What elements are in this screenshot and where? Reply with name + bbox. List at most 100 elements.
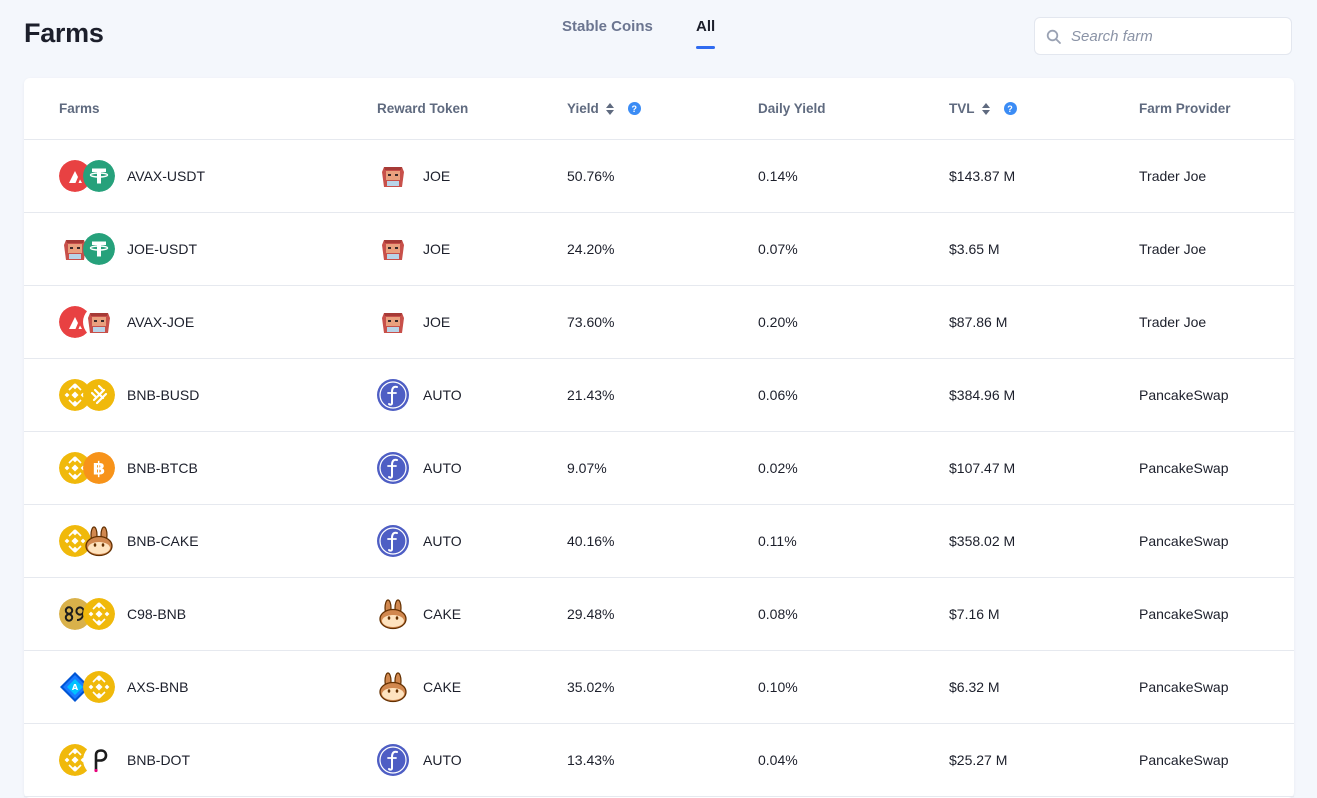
auto-icon — [377, 379, 409, 411]
auto-icon — [377, 744, 409, 776]
tvl-value: $107.47 M — [949, 460, 1016, 476]
table-row[interactable]: BNB-CAKE AUTO 40.16% 0.11% $358.02 M PancakeS… — [24, 505, 1294, 578]
pair-icons — [59, 378, 117, 412]
svg-text:A: A — [72, 683, 79, 692]
farm-pair-cell: AVAX-USDT — [59, 140, 205, 212]
reward-token-cell: CAKE — [377, 651, 461, 723]
farm-provider-value: PancakeSwap — [1139, 387, 1229, 403]
farm-pair-name: AVAX-JOE — [127, 314, 195, 330]
farm-provider-value: PancakeSwap — [1139, 752, 1229, 768]
daily-yield-value: 0.07% — [758, 241, 798, 257]
yield-value: 9.07% — [567, 460, 607, 476]
pair-icons — [59, 305, 117, 339]
farm-pair-cell: BNB-DOT — [59, 724, 190, 796]
cake-icon — [83, 525, 115, 557]
column-header-tvl[interactable]: TVL ? — [949, 101, 1017, 116]
farm-pair-name: C98-BNB — [127, 606, 187, 622]
joe-icon — [377, 306, 409, 338]
table-row[interactable]: JOE-USDT JOE 24.20% 0.07% $3.65 M Trader Joe — [24, 213, 1294, 286]
tvl-value: $7.16 M — [949, 606, 1000, 622]
reward-token-name: AUTO — [423, 387, 462, 403]
c98-icon — [59, 598, 91, 630]
yield-value: 50.76% — [567, 168, 615, 184]
farm-provider-value: PancakeSwap — [1139, 606, 1229, 622]
page-title: Farms — [24, 18, 104, 48]
yield-value: 21.43% — [567, 387, 615, 403]
pair-icons — [59, 159, 117, 193]
tvl-value: $25.27 M — [949, 752, 1008, 768]
column-header-farms: Farms — [59, 101, 100, 116]
farm-pair-name: BNB-DOT — [127, 752, 190, 768]
reward-token-cell: CAKE — [377, 578, 461, 650]
farm-pair-cell: AVAX-JOE — [59, 286, 194, 358]
tvl-value: $87.86 M — [949, 314, 1008, 330]
farm-pair-cell: A AXS-BNB — [59, 651, 188, 723]
tab-stable-coins[interactable]: Stable Coins — [562, 18, 653, 35]
column-header-reward-token: Reward Token — [377, 101, 469, 116]
reward-token-name: JOE — [423, 168, 451, 184]
pair-icons — [59, 597, 117, 631]
table-row[interactable]: BNB-DOT AUTO 13.43% 0.04% $25.27 M PancakeSwa… — [24, 724, 1294, 797]
auto-icon — [377, 525, 409, 557]
axs-icon: A — [59, 671, 91, 703]
help-icon[interactable]: ? — [1003, 102, 1017, 115]
search-box[interactable] — [1034, 17, 1292, 55]
daily-yield-value: 0.08% — [758, 606, 798, 622]
farms-table: Farms Reward Token Yield ? Daily Yield T… — [24, 78, 1294, 798]
tvl-value: $3.65 M — [949, 241, 1000, 257]
busd-icon — [83, 379, 115, 411]
daily-yield-value: 0.20% — [758, 314, 798, 330]
usdt-icon — [83, 160, 115, 192]
joe-icon — [377, 233, 409, 265]
farm-pair-name: BNB-BTCB — [127, 460, 198, 476]
table-row[interactable]: ฿ BNB-BTCB AUTO 9.07% 0.02% $107.47 M PancakeS… — [24, 432, 1294, 505]
reward-token-cell: AUTO — [377, 359, 462, 431]
bnb-icon — [59, 744, 91, 776]
reward-token-cell: AUTO — [377, 505, 462, 577]
btcb-icon: ฿ — [83, 452, 115, 484]
sort-icon[interactable] — [981, 102, 990, 115]
svg-text:฿: ฿ — [93, 459, 106, 480]
yield-value: 40.16% — [567, 533, 615, 549]
column-label-tvl: TVL — [949, 101, 975, 116]
search-icon — [1046, 29, 1061, 44]
tvl-value: $358.02 M — [949, 533, 1016, 549]
table-row[interactable]: AVAX-USDT JOE 50.76% 0.14% $143.87 M Trader J… — [24, 140, 1294, 213]
table-row[interactable]: AVAX-JOE JOE 73.60% 0.20% $87.86 M Trader Joe — [24, 286, 1294, 359]
reward-token-name: CAKE — [423, 606, 462, 622]
farm-provider-value: Trader Joe — [1139, 241, 1207, 257]
farm-pair-cell: ฿ BNB-BTCB — [59, 432, 198, 504]
column-header-yield[interactable]: Yield ? — [567, 101, 641, 116]
reward-token-name: AUTO — [423, 533, 462, 549]
reward-token-name: JOE — [423, 314, 451, 330]
reward-token-cell: JOE — [377, 286, 450, 358]
bnb-icon — [83, 598, 115, 630]
reward-token-name: AUTO — [423, 460, 462, 476]
avax-icon — [59, 160, 91, 192]
pair-icons — [59, 232, 117, 266]
reward-token-cell: JOE — [377, 140, 450, 212]
table-row[interactable]: A AXS-BNB CAKE 35.02% 0.10% $6.32 M PancakeSwa… — [24, 651, 1294, 724]
dot-icon — [83, 744, 115, 776]
yield-value: 35.02% — [567, 679, 615, 695]
table-row[interactable]: C98-BNB CAKE 29.48% 0.08% $7.16 M PancakeSwap — [24, 578, 1294, 651]
yield-value: 73.60% — [567, 314, 615, 330]
tvl-value: $143.87 M — [949, 168, 1016, 184]
tvl-value: $6.32 M — [949, 679, 1000, 695]
tab-all[interactable]: All — [696, 18, 716, 49]
column-header-farm-provider: Farm Provider — [1139, 101, 1231, 116]
farm-pair-cell: BNB-BUSD — [59, 359, 199, 431]
farm-provider-value: PancakeSwap — [1139, 533, 1229, 549]
help-icon[interactable]: ? — [627, 102, 641, 115]
pair-icons — [59, 524, 117, 558]
pair-icons: A — [59, 670, 117, 704]
sort-icon[interactable] — [605, 102, 614, 115]
reward-token-cell: JOE — [377, 213, 450, 285]
farm-pair-cell: JOE-USDT — [59, 213, 197, 285]
usdt-icon — [83, 233, 115, 265]
table-row[interactable]: BNB-BUSD AUTO 21.43% 0.06% $384.96 M PancakeS… — [24, 359, 1294, 432]
search-input[interactable] — [1071, 18, 1281, 54]
daily-yield-value: 0.11% — [758, 533, 797, 549]
daily-yield-value: 0.06% — [758, 387, 798, 403]
farm-pair-name: BNB-BUSD — [127, 387, 200, 403]
